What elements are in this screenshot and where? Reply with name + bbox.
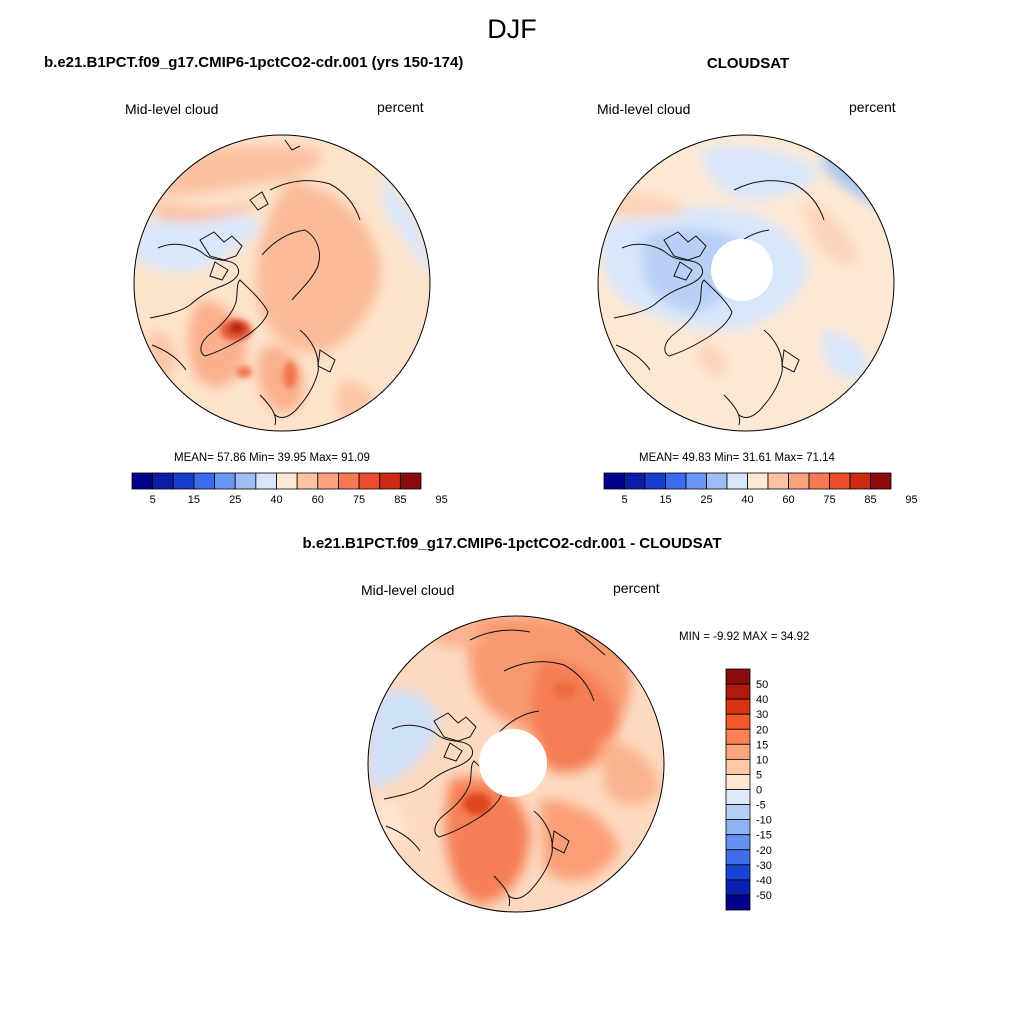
colorbar-obs: 5 15 25 40 60 75 85 95 xyxy=(603,472,918,506)
colorbar-tick-label: 0 xyxy=(756,785,762,797)
panel-obs-variable: Mid-level cloud xyxy=(597,101,691,117)
colorbar-tick-label: 25 xyxy=(229,494,241,506)
colorbar-swatch xyxy=(317,472,339,490)
map-difference xyxy=(367,615,665,913)
colorbar-tick-label: 15 xyxy=(756,739,768,751)
colorbar-swatch xyxy=(725,758,751,775)
colorbar-tick-label: -40 xyxy=(756,875,772,887)
panel-obs-stats: MEAN= 49.83 Min= 31.61 Max= 71.14 xyxy=(639,452,835,464)
colorbar-tick-label: 5 xyxy=(150,494,156,506)
colorbar-swatch xyxy=(725,789,751,805)
colorbar-swatch xyxy=(338,472,360,490)
panel-model-variable: Mid-level cloud xyxy=(125,101,219,117)
colorbar-swatch xyxy=(725,698,751,715)
colorbar-model: 5 15 25 40 60 75 85 95 xyxy=(131,472,448,506)
colorbar-tick-label: 5 xyxy=(756,769,762,781)
colorbar-swatch xyxy=(644,472,666,490)
colorbar-swatch xyxy=(726,472,748,490)
colorbar-swatch xyxy=(829,472,851,490)
obs-polar-gap xyxy=(711,239,773,301)
colorbar-swatch xyxy=(808,472,830,490)
colorbar-swatch xyxy=(234,472,257,490)
colorbar-swatch xyxy=(788,472,810,490)
colorbar-swatch xyxy=(665,472,687,490)
difference-units: percent xyxy=(613,580,660,596)
colorbar-swatch xyxy=(379,472,401,490)
colorbar-tick-label: 85 xyxy=(394,494,406,506)
colorbar-tick-label: 40 xyxy=(270,494,282,506)
colorbar-swatch xyxy=(725,864,751,881)
colorbar-tick-label: 15 xyxy=(659,494,671,506)
colorbar-swatch xyxy=(276,472,298,490)
map-obs xyxy=(597,134,895,432)
colorbar-swatch xyxy=(725,683,751,700)
map-model xyxy=(133,134,431,432)
colorbar-swatch xyxy=(706,472,728,490)
difference-polar-gap xyxy=(479,729,547,797)
colorbar-swatch xyxy=(725,713,751,730)
colorbar-swatch xyxy=(725,668,751,685)
colorbar-swatch xyxy=(725,819,751,836)
colorbar-tick-label: 95 xyxy=(905,494,917,506)
colorbar-tick-label: -10 xyxy=(756,815,772,827)
colorbar-swatch xyxy=(624,472,646,490)
difference-variable: Mid-level cloud xyxy=(361,582,455,598)
colorbar-tick-label: -20 xyxy=(756,845,772,857)
colorbar-tick-label: 15 xyxy=(188,494,200,506)
colorbar-tick-label: 60 xyxy=(312,494,324,506)
colorbar-swatch xyxy=(152,472,174,490)
colorbar-tick-label: 10 xyxy=(756,754,768,766)
colorbar-swatch xyxy=(193,472,215,490)
colorbar-tick-label: -5 xyxy=(756,800,766,812)
colorbar-tick-label: 5 xyxy=(621,494,627,506)
colorbar-swatch xyxy=(172,472,195,490)
colorbar-tick-label: 75 xyxy=(823,494,835,506)
difference-title: b.e21.B1PCT.f09_g17.CMIP6-1pctCO2-cdr.00… xyxy=(302,535,722,552)
colorbar-swatch xyxy=(725,879,751,896)
colorbar-swatch xyxy=(255,472,277,490)
colorbar-tick-label: 40 xyxy=(756,694,768,706)
colorbar-tick-label: 25 xyxy=(700,494,712,506)
colorbar-swatch xyxy=(725,774,751,790)
colorbar-swatch xyxy=(685,472,707,490)
colorbar-swatch xyxy=(725,743,751,760)
panel-model-units: percent xyxy=(377,99,424,115)
colorbar-tick-label: 75 xyxy=(353,494,365,506)
colorbar-swatch xyxy=(399,472,422,490)
colorbar-tick-label: 40 xyxy=(741,494,753,506)
panel-obs-title: CLOUDSAT xyxy=(706,55,790,72)
colorbar-swatch xyxy=(214,472,236,490)
colorbar-swatch xyxy=(870,472,892,490)
colorbar-swatch xyxy=(725,728,751,745)
coastlines-model xyxy=(149,139,361,426)
panel-model-title: b.e21.B1PCT.f09_g17.CMIP6-1pctCO2-cdr.00… xyxy=(44,54,464,71)
colorbar-swatch xyxy=(725,834,751,851)
colorbar-tick-label: 85 xyxy=(864,494,876,506)
colorbar-tick-label: -15 xyxy=(756,830,772,842)
colorbar-swatch xyxy=(747,472,769,490)
panel-obs-units: percent xyxy=(849,99,896,115)
colorbar-tick-label: 20 xyxy=(756,724,768,736)
coastlines-obs xyxy=(613,180,825,426)
colorbar-swatch xyxy=(849,472,871,490)
colorbar-tick-label: 95 xyxy=(436,494,448,506)
colorbar-swatch xyxy=(767,472,789,490)
colorbar-swatch xyxy=(725,894,751,911)
colorbar-tick-label: -30 xyxy=(756,860,772,872)
colorbar-tick-label: 30 xyxy=(756,709,768,721)
colorbar-tick-label: 50 xyxy=(756,679,768,691)
colorbar-swatch xyxy=(358,472,381,490)
panel-model-stats: MEAN= 57.86 Min= 39.95 Max= 91.09 xyxy=(174,452,370,464)
page-title: DJF xyxy=(487,14,537,44)
colorbar-swatch xyxy=(725,849,751,866)
colorbar-swatch xyxy=(131,472,154,490)
colorbar-tick-label: -50 xyxy=(756,890,772,902)
colorbar-tick-label: 60 xyxy=(782,494,794,506)
colorbar-swatch xyxy=(603,472,625,490)
colorbar-swatch xyxy=(296,472,319,490)
colorbar-swatch xyxy=(725,804,751,821)
difference-stats: MIN = -9.92 MAX = 34.92 xyxy=(679,631,810,643)
